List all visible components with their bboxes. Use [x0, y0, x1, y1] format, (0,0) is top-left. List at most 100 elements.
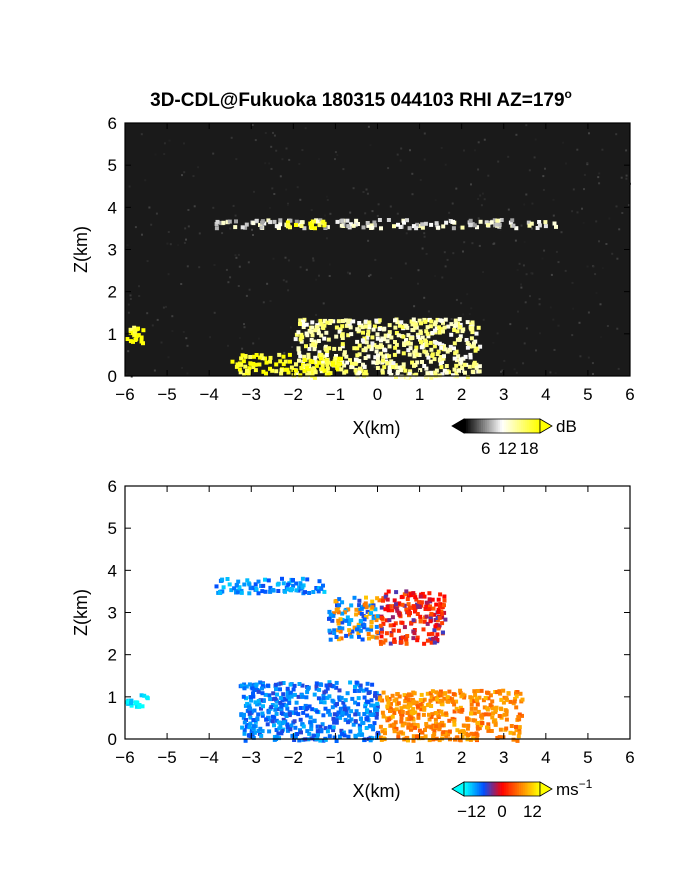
ground_clutter-cell	[252, 354, 256, 359]
noise-cell	[245, 294, 248, 297]
low_positive-cell	[417, 728, 422, 733]
scatter_positive-cell	[378, 623, 383, 628]
ground_clutter-cell	[264, 360, 269, 365]
near_range_fan-cell	[332, 346, 337, 351]
near_range_fan-cell	[433, 370, 438, 375]
low_positive-cell	[514, 724, 518, 729]
left_edge-cell	[135, 701, 140, 706]
near_range_fan-cell	[428, 359, 433, 364]
low_negative-cell	[276, 720, 281, 725]
low_negative-cell	[352, 689, 357, 693]
noise-cell	[458, 226, 461, 229]
scatter_positive-cell	[418, 614, 423, 619]
near_range_fan-cell	[376, 360, 381, 365]
ground_clutter-cell	[294, 362, 298, 367]
left_edge-cell	[125, 700, 130, 705]
low_negative-cell	[293, 706, 298, 711]
near_range_fan-cell	[327, 375, 331, 380]
scatter_positive-cell	[432, 628, 437, 633]
cloud_layer-cell	[434, 221, 439, 226]
noise-cell	[209, 336, 212, 339]
left_edge-cell	[133, 328, 138, 333]
low_positive-cell	[406, 693, 411, 698]
low_positive-cell	[460, 692, 465, 697]
low_positive-cell	[446, 699, 451, 704]
low_negative-cell	[284, 703, 289, 708]
noise-cell	[578, 321, 581, 324]
ground_clutter-cell	[282, 367, 287, 372]
noise-cell	[376, 214, 379, 217]
noise-cell	[542, 175, 545, 178]
near_range_fan-cell	[392, 352, 397, 357]
low_positive-cell	[413, 710, 418, 715]
scatter_positive-cell	[431, 636, 436, 641]
low_positive-cell	[504, 696, 509, 701]
low_positive-cell	[385, 704, 390, 709]
colorbar-segment	[503, 419, 507, 433]
upper_layer-cell	[298, 581, 303, 586]
low_positive-cell	[419, 692, 424, 697]
low_negative-cell	[358, 687, 363, 692]
scatter_positive-cell	[428, 616, 433, 621]
reflectivity-cells	[125, 124, 631, 380]
low_negative-cell	[342, 707, 347, 712]
colorbar-segment	[524, 782, 527, 796]
upper_layer-cell	[294, 588, 299, 593]
low_positive-cell	[390, 714, 395, 719]
colorbar-segment	[536, 419, 539, 433]
ground_clutter-cell	[310, 373, 314, 378]
noise-cell	[367, 239, 370, 242]
noise-cell	[455, 187, 458, 190]
noise-cell	[515, 133, 518, 136]
scatter_positive-cell	[381, 598, 385, 603]
near_range_fan-cell	[313, 328, 318, 333]
noise-cell	[288, 158, 291, 161]
low_negative-cell	[373, 693, 377, 698]
near_range_fan-cell	[467, 364, 472, 369]
low_positive-cell	[429, 704, 434, 708]
near_range_fan-cell	[310, 320, 315, 325]
low_negative-cell	[353, 719, 358, 724]
noise-cell	[334, 158, 336, 161]
scatter_positive-cell	[435, 618, 440, 623]
low_positive-cell	[399, 715, 404, 720]
near_range_fan-cell	[301, 319, 306, 324]
scatter_negative-cell	[347, 622, 352, 626]
noise-cell	[542, 188, 545, 191]
near_range_fan-cell	[411, 320, 416, 324]
near_range_fan-cell	[380, 344, 384, 349]
noise-cell	[481, 192, 484, 195]
near_range_fan-cell	[307, 347, 312, 351]
left_edge-cell	[139, 693, 144, 698]
near_range_fan-cell	[363, 324, 368, 329]
noise-cell	[169, 243, 172, 246]
noise-cell	[272, 257, 275, 260]
low_positive-cell	[443, 691, 448, 696]
near_range_fan-cell	[396, 349, 401, 354]
near_range_fan-cell	[380, 370, 385, 375]
noise-cell	[586, 265, 589, 268]
noise-cell	[466, 293, 469, 296]
noise-cell	[282, 279, 285, 282]
near_range_fan-cell	[369, 345, 374, 349]
scatter_negative-cell	[374, 624, 379, 629]
y-tick-label: 1	[108, 688, 117, 707]
low_positive-cell	[506, 691, 511, 696]
colorbar-segment	[477, 419, 480, 433]
noise-cell	[316, 319, 319, 322]
low_negative-cell	[332, 735, 337, 740]
near_range_fan-cell	[397, 365, 402, 370]
noise-cell	[591, 362, 594, 365]
low_negative-cell	[346, 720, 351, 725]
low_positive-cell	[424, 724, 429, 729]
near_range_fan-cell	[455, 358, 459, 363]
near_range_fan-cell	[457, 317, 462, 322]
scatter_positive-cell	[434, 602, 439, 607]
near_range_fan-cell	[300, 335, 305, 340]
scatter_negative-cell	[352, 625, 357, 630]
low_negative-cell	[239, 683, 244, 688]
scatter_negative-cell	[356, 625, 361, 629]
low_positive-cell	[468, 695, 473, 700]
scatter_negative-cell	[349, 603, 354, 608]
near_range_fan-cell	[340, 319, 345, 323]
